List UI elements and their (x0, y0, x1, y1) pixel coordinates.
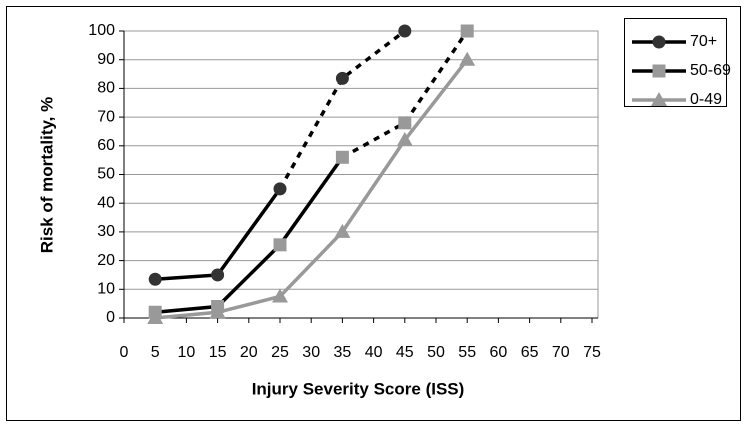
point (209, 304, 226, 319)
y-tick-label: 100 (88, 22, 115, 39)
x-tick-label: 60 (490, 344, 508, 361)
x-tick-label: 35 (334, 344, 352, 361)
y-tick-label: 20 (97, 252, 115, 269)
legend-marker (652, 64, 666, 78)
point (273, 182, 287, 196)
y-tick-label: 50 (97, 166, 115, 183)
y-tick-label: 0 (106, 309, 115, 326)
point (335, 150, 349, 164)
x-tick-label: 5 (151, 344, 160, 361)
series-line (341, 30, 469, 159)
point (460, 24, 474, 38)
point (334, 223, 351, 238)
legend-marker (652, 35, 666, 49)
y-tick-label: 80 (97, 80, 115, 97)
point (459, 51, 476, 66)
x-tick-label: 50 (427, 344, 445, 361)
point (147, 310, 164, 324)
point (398, 116, 412, 130)
legend-label: 50-69 (690, 62, 731, 79)
point (272, 288, 288, 303)
x-tick-label: 75 (583, 344, 601, 361)
x-tick-label: 65 (521, 344, 539, 361)
x-tick-label: 15 (209, 344, 227, 361)
y-tick-label: 60 (97, 137, 115, 154)
point (148, 272, 162, 286)
x-tick-label: 30 (302, 344, 320, 361)
y-tick-label: 30 (97, 223, 115, 240)
series-line (155, 58, 469, 320)
point (396, 132, 413, 147)
x-tick-label: 25 (271, 344, 289, 361)
legend-label: 0-49 (690, 91, 722, 108)
y-tick-label: 40 (97, 194, 115, 211)
y-tick-label: 10 (97, 281, 115, 298)
x-tick-label: 0 (120, 344, 129, 361)
legend-marker (651, 92, 667, 106)
x-axis-label: Injury Severity Score (ISS) (252, 379, 465, 398)
series-line (155, 156, 344, 315)
y-tick-label: 90 (97, 51, 115, 68)
x-tick-label: 20 (240, 344, 258, 361)
point (273, 238, 287, 252)
x-tick-label: 70 (552, 344, 570, 361)
x-tick-label: 40 (365, 344, 383, 361)
x-tick-label: 45 (396, 344, 414, 361)
legend-box (624, 18, 727, 107)
y-axis-label: Risk of mortality, % (37, 97, 56, 254)
x-tick-label: 55 (458, 344, 476, 361)
point (211, 268, 225, 282)
legend-label: 70+ (690, 33, 717, 50)
x-tick-label: 10 (178, 344, 196, 361)
y-tick-label: 70 (97, 108, 115, 125)
point (335, 71, 349, 85)
point (398, 24, 412, 38)
